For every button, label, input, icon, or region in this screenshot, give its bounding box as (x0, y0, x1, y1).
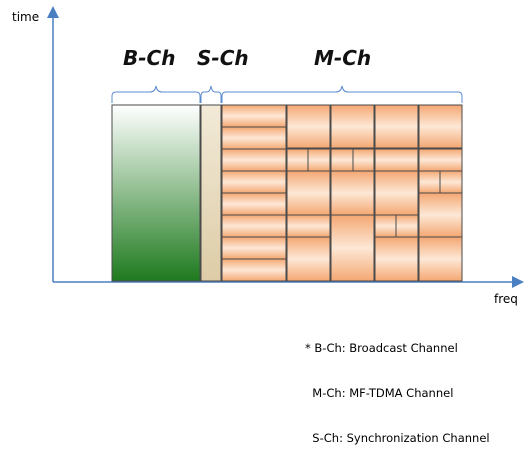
legend: * B-Ch: Broadcast Channel M-Ch: MF-TDMA … (305, 311, 490, 461)
m-channel-slot (221, 258, 287, 282)
m-channel-slot (221, 104, 287, 128)
m-ch-label: M-Ch (314, 46, 372, 70)
s-ch-brace (200, 85, 222, 103)
legend-line-m: M-Ch: MF-TDMA Channel (305, 386, 454, 400)
b-ch-brace (111, 85, 201, 103)
m-channel-slot (286, 148, 309, 172)
m-channel-slot (418, 170, 441, 194)
legend-line-b: * B-Ch: Broadcast Channel (305, 341, 458, 355)
y-axis-label: time (12, 10, 40, 24)
m-channel-slot (221, 148, 287, 172)
m-channel-slot (374, 148, 419, 172)
m-channel-slot (330, 104, 375, 149)
m-channel-slot (221, 126, 287, 150)
m-channel-slot (418, 192, 463, 238)
m-channel-slot (374, 214, 397, 238)
x-axis-label: freq (494, 292, 518, 306)
m-channel-slot (286, 104, 331, 149)
m-channel-slot (330, 170, 375, 216)
m-channel-slot (395, 214, 419, 238)
m-channel-slot (374, 236, 419, 282)
m-channel-slot (330, 148, 354, 172)
legend-line-s: S-Ch: Synchronization Channel (305, 431, 490, 445)
m-channel-border (221, 104, 463, 282)
m-channel-slots (221, 104, 463, 282)
m-channel-slot (439, 170, 463, 194)
m-channel-slot (418, 236, 463, 282)
m-channel-slot (352, 148, 375, 172)
m-channel-slot (221, 192, 287, 216)
m-ch-brace (221, 85, 463, 103)
m-channel-slot (221, 236, 287, 260)
b-channel-block (111, 104, 201, 282)
m-channel-slot (286, 170, 331, 216)
m-channel-slot (307, 148, 331, 172)
m-channel-slot (374, 104, 419, 149)
channel-diagram (47, 6, 524, 288)
m-channel-slot (286, 236, 331, 282)
m-channel-slot (418, 148, 463, 172)
m-channel-slot (221, 214, 287, 238)
s-channel-block (200, 104, 222, 282)
m-channel-slot (418, 104, 463, 149)
m-channel-slot (221, 170, 287, 194)
m-channel-slot (286, 214, 331, 238)
m-channel-slot (330, 214, 375, 282)
b-ch-label: B-Ch (123, 46, 176, 70)
s-ch-label: S-Ch (197, 46, 249, 70)
m-channel-slot (374, 170, 419, 216)
